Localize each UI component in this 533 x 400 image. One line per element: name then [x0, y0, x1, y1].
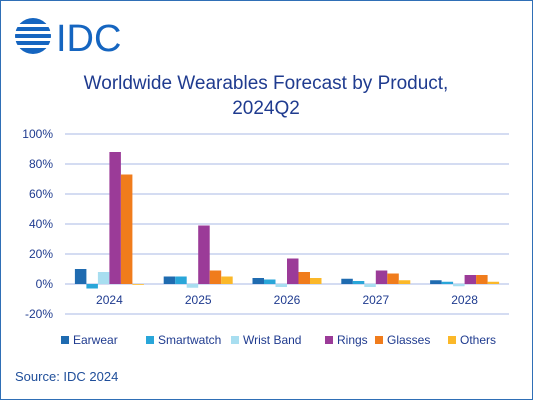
y-tick-label: 0%	[36, 277, 54, 291]
bar-smartwatch	[264, 279, 276, 284]
source-note: Source: IDC 2024	[15, 369, 119, 384]
x-tick-label: 2027	[362, 293, 389, 307]
legend-label: Glasses	[387, 333, 430, 347]
bar-glasses	[298, 272, 310, 284]
bar-wrist-band	[364, 284, 376, 287]
bar-glasses	[120, 174, 133, 284]
bar-earwear	[74, 269, 87, 284]
bar-rings	[464, 275, 477, 284]
y-tick-label: 100%	[22, 127, 53, 141]
bar-earwear	[341, 278, 353, 284]
bar-smartwatch	[441, 281, 454, 284]
bar-others	[221, 276, 233, 284]
y-tick-label: 60%	[29, 187, 53, 201]
legend-swatch	[231, 336, 239, 344]
bar-others	[398, 280, 411, 284]
x-tick-label: 2024	[96, 293, 123, 307]
bar-rings	[287, 258, 299, 284]
bar-others	[487, 281, 500, 284]
bar-smartwatch	[86, 284, 98, 289]
bar-others	[132, 284, 144, 285]
bar-others	[310, 278, 322, 284]
logo-text: IDC	[56, 18, 121, 59]
legend-label: Wrist Band	[243, 333, 301, 347]
y-tick-label: 40%	[29, 217, 53, 231]
idc-logo: IDC	[15, 18, 121, 59]
legend-label: Others	[460, 333, 496, 347]
bar-earwear	[252, 278, 264, 284]
legend-swatch	[375, 336, 383, 344]
legend-swatch	[61, 336, 69, 344]
bar-wrist-band	[453, 284, 465, 287]
legend-swatch	[146, 336, 154, 344]
bar-glasses	[476, 275, 488, 284]
bar-earwear	[163, 276, 176, 284]
legend-label: Smartwatch	[158, 333, 221, 347]
bar-rings	[109, 152, 121, 284]
bar-wrist-band	[97, 272, 110, 284]
globe-icon	[15, 18, 51, 54]
bar-wrist-band	[186, 284, 199, 288]
bar-smartwatch	[175, 276, 187, 284]
bar-smartwatch	[352, 281, 365, 284]
legend-label: Earwear	[73, 333, 118, 347]
y-tick-label: -20%	[25, 307, 53, 321]
legend-swatch	[325, 336, 333, 344]
y-tick-label: 20%	[29, 247, 53, 261]
x-tick-label: 2028	[451, 293, 478, 307]
legend-swatch	[448, 336, 456, 344]
bar-wrist-band	[275, 284, 287, 287]
legend-label: Rings	[337, 333, 368, 347]
bar-rings	[198, 225, 210, 284]
x-tick-label: 2026	[274, 293, 301, 307]
chart-title-line: Worldwide Wearables Forecast by Product,	[84, 73, 449, 94]
bar-rings	[375, 270, 388, 284]
bar-glasses	[387, 273, 399, 284]
bar-glasses	[209, 270, 222, 284]
bar-earwear	[430, 280, 442, 284]
x-tick-label: 2025	[185, 293, 212, 307]
y-tick-label: 80%	[29, 157, 53, 171]
chart-title-line: 2024Q2	[232, 98, 300, 119]
